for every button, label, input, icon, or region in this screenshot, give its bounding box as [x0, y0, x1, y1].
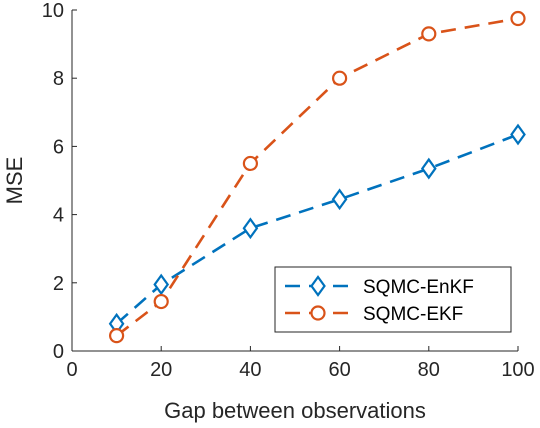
data-point-sqmc-ekf [510, 10, 526, 27]
data-point-sqmc-ekf [153, 293, 169, 310]
data-point-sqmc-enkf [153, 273, 170, 296]
x-tick-label: 80 [418, 359, 440, 381]
x-tick-label: 0 [66, 359, 77, 381]
data-point-sqmc-ekf [242, 155, 258, 172]
y-tick-label: 0 [53, 341, 64, 363]
legend-label-sqmc-ekf: SQMC-EKF [363, 304, 463, 325]
x-tick-label: 20 [150, 359, 172, 381]
legend-marker-sqmc-ekf [310, 305, 326, 321]
y-tick-label: 10 [42, 0, 64, 22]
axes: 0 20 40 60 80 100 0 2 4 6 8 10 [42, 0, 535, 381]
data-point-sqmc-ekf [332, 70, 348, 86]
data-point-sqmc-enkf [242, 217, 259, 240]
y-tick-label: 6 [53, 136, 64, 158]
legend: SQMC-EnKF SQMC-EKF [274, 266, 512, 333]
data-point-sqmc-ekf [108, 328, 125, 344]
series-sqmc-ekf [108, 10, 526, 344]
data-point-sqmc-ekf [421, 26, 437, 42]
x-axis-title: Gap between observations [164, 398, 426, 423]
series-line-sqmc-ekf [115, 17, 519, 337]
legend-label-sqmc-enkf: SQMC-EnKF [363, 277, 474, 298]
series-line-sqmc-enkf [115, 133, 519, 325]
y-tick-label: 8 [53, 68, 64, 90]
data-point-sqmc-enkf [420, 157, 437, 180]
data-point-sqmc-enkf [331, 188, 348, 211]
y-axis-title: MSE [2, 157, 27, 205]
x-tick-label: 60 [328, 359, 350, 381]
series-layer [108, 10, 526, 344]
y-tick-label: 2 [53, 273, 64, 295]
y-tick-label: 4 [53, 205, 64, 227]
data-point-sqmc-enkf [510, 123, 526, 146]
x-tick-label: 40 [239, 359, 261, 381]
legend-box [274, 266, 512, 333]
x-tick-label: 100 [501, 359, 534, 381]
legend-marker-sqmc-enkf [310, 275, 326, 297]
